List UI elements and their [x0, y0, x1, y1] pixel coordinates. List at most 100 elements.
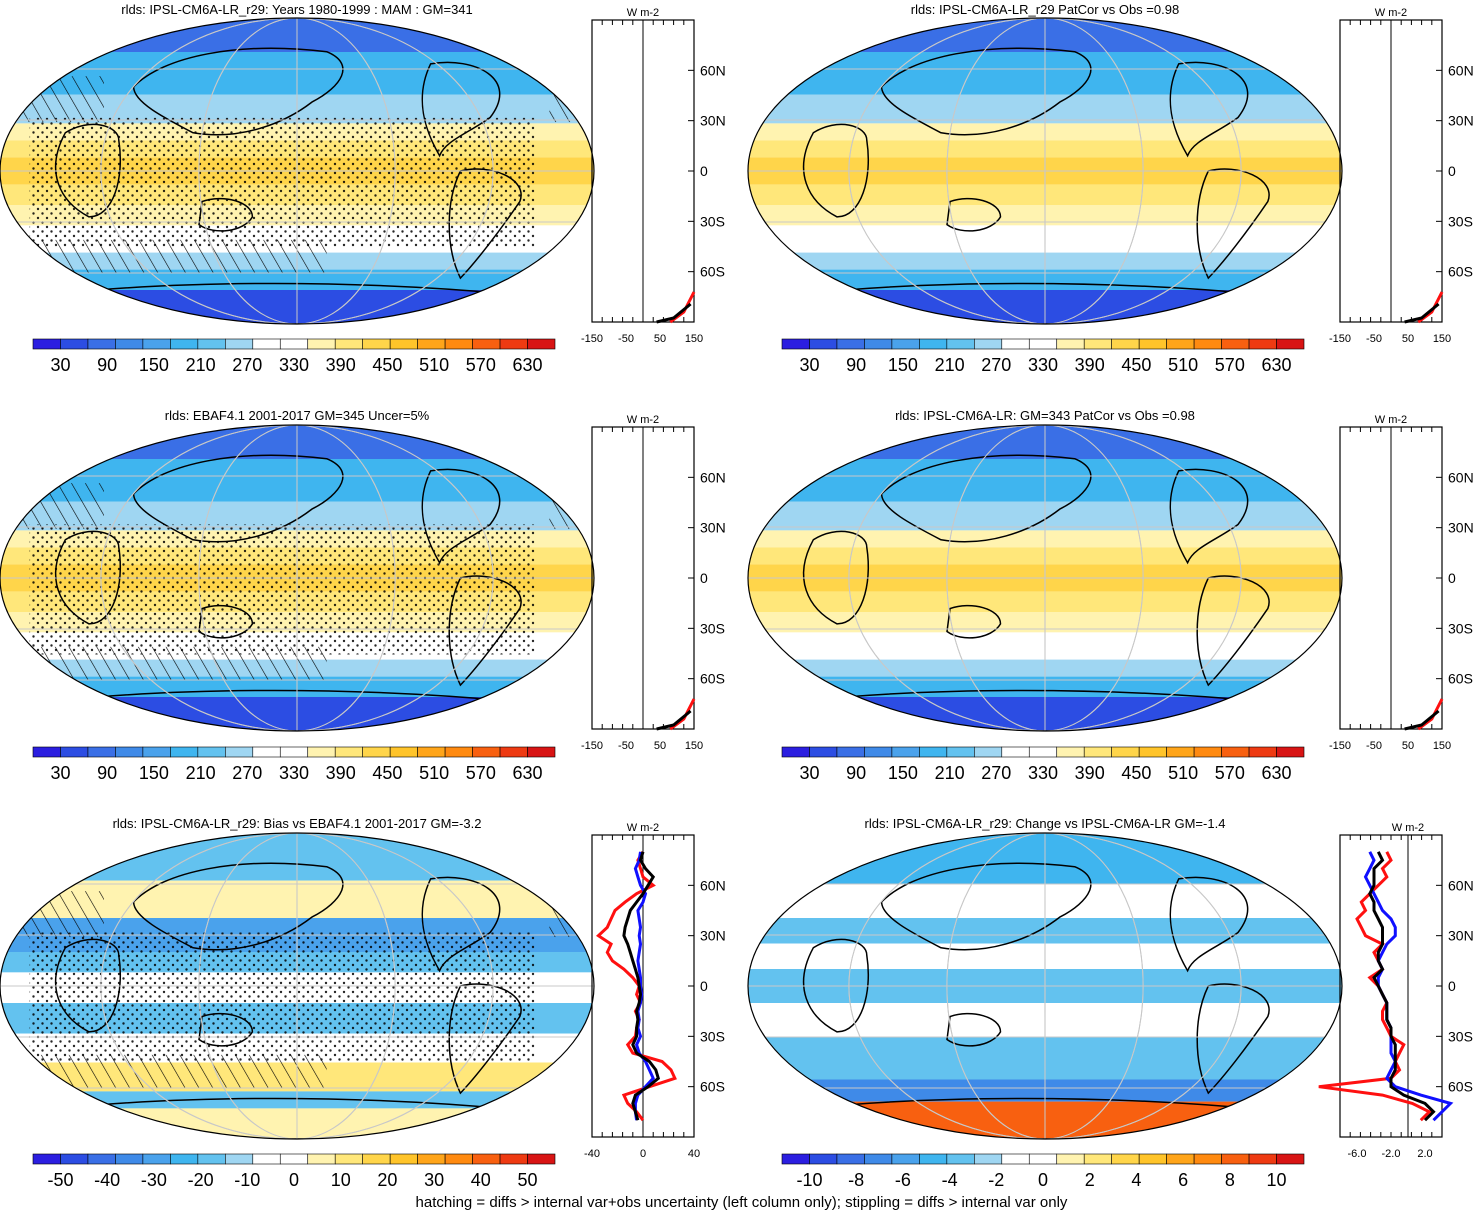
- colorbar-swatch: [307, 338, 336, 350]
- colorbar-tick-label: 20: [377, 1170, 397, 1190]
- colorbar-swatch: [279, 746, 309, 758]
- colorbar-tick-label: 150: [139, 763, 169, 783]
- colorbar-swatch: [87, 338, 116, 350]
- colorbar-swatch: [60, 338, 89, 350]
- colorbar-swatch: [1001, 338, 1030, 350]
- colorbar-swatch: [891, 746, 920, 758]
- colorbar-swatch: [252, 338, 281, 350]
- coastline: [1196, 168, 1270, 280]
- colorbar-swatch: [307, 1153, 336, 1165]
- colorbar-swatch: [919, 338, 948, 350]
- colorbar-swatch: [864, 1153, 893, 1165]
- colorbar-swatch: [1138, 746, 1167, 758]
- colorbar-tick-label: 330: [279, 355, 309, 375]
- colorbar: 30 90 150 210 270 330 390 450 510 570 630: [32, 338, 556, 375]
- colorbar: 30 90 150 210 270 330 390 450 510 570 630: [781, 338, 1305, 375]
- colorbar-swatch: [1221, 1153, 1250, 1165]
- map-field: [0, 425, 594, 731]
- profile-unit-label: W m-2: [1375, 7, 1407, 19]
- profile-y-tick-label: 60S: [1448, 264, 1473, 280]
- colorbar-tick-label: 270: [232, 763, 262, 783]
- colorbar: 30 90 150 210 270 330 390 450 510 570 630: [32, 746, 556, 783]
- colorbar-tick-label: -10: [234, 1170, 260, 1190]
- colorbar-tick-label: 570: [1215, 355, 1245, 375]
- hatching-overlay: [0, 76, 104, 123]
- profile-series-black: [622, 851, 661, 1121]
- graticule-meridian: [198, 18, 396, 324]
- coastline: [803, 530, 870, 625]
- profile-x-tick-label: 40: [688, 1148, 700, 1160]
- colorbar-swatch: [864, 338, 893, 350]
- colorbar-tick-label: 210: [935, 355, 965, 375]
- colorbar-swatch: [1056, 1153, 1085, 1165]
- colorbar-swatch: [32, 1153, 61, 1165]
- colorbar-swatch: [1083, 1153, 1112, 1165]
- panel-3: rlds: EBAF4.1 2001-2017 GM=345 Uncer=5% 3…: [0, 408, 726, 783]
- profile-x-tick-label: -150: [1329, 333, 1351, 345]
- colorbar-tick-label: 6: [1178, 1170, 1188, 1190]
- graticule-meridian: [198, 833, 396, 1139]
- colorbar-tick-label: 330: [279, 763, 309, 783]
- profile-y-tick-label: 60S: [700, 671, 725, 687]
- colorbar-swatch: [279, 338, 309, 350]
- colorbar-swatch: [1193, 338, 1222, 350]
- colorbar-swatch: [417, 746, 446, 758]
- profile-series-red: [595, 851, 677, 1122]
- colorbar-swatch: [1111, 1153, 1140, 1165]
- colorbar-swatch: [444, 338, 473, 350]
- colorbar-swatch: [60, 1153, 89, 1165]
- profile-y-tick-label: 60N: [1448, 62, 1474, 78]
- colorbar-swatch: [417, 1153, 446, 1165]
- colorbar-swatch: [1111, 338, 1140, 350]
- colorbar-tick-label: 450: [372, 355, 402, 375]
- zonal-profile: 60N 30N 0 30S 60S -150 -50 50 150 W m-2: [581, 414, 726, 752]
- colorbar-swatch: [32, 746, 61, 758]
- colorbar-swatch: [170, 338, 199, 350]
- colorbar-tick-label: 30: [50, 355, 70, 375]
- coastline: [803, 123, 870, 218]
- colorbar-swatch: [1221, 338, 1250, 350]
- colorbar-swatch: [499, 1153, 528, 1165]
- colorbar-swatch: [1166, 338, 1195, 350]
- colorbar-tick-label: 390: [1075, 355, 1105, 375]
- colorbar-swatch: [87, 1153, 116, 1165]
- profile-y-tick-label: 30S: [700, 1028, 725, 1044]
- colorbar-swatch: [1193, 746, 1222, 758]
- colorbar-swatch: [836, 338, 865, 350]
- colorbar-swatch: [362, 1153, 391, 1165]
- colorbar-tick-label: 0: [1038, 1170, 1048, 1190]
- profile-x-tick-label: 150: [1433, 333, 1451, 345]
- map-border: [747, 832, 1343, 1140]
- colorbar-swatch: [1166, 1153, 1195, 1165]
- colorbar-swatch: [809, 338, 838, 350]
- profile-y-tick-label: 30S: [700, 213, 725, 229]
- colorbar-swatch: [197, 746, 226, 758]
- profile-x-tick-label: -50: [618, 333, 634, 345]
- colorbar-swatch: [891, 1153, 920, 1165]
- colorbar-swatch: [142, 1153, 171, 1165]
- colorbar-tick-label: 630: [513, 355, 543, 375]
- colorbar-swatch: [225, 746, 254, 758]
- colorbar-tick-label: 2: [1085, 1170, 1095, 1190]
- colorbar-swatch: [1028, 338, 1058, 350]
- colorbar: -10 -8 -6 -4 -2 0 2 4 6 8 10: [781, 1153, 1305, 1190]
- profile-series-black: [1404, 302, 1440, 324]
- profile-x-tick-label: -150: [1329, 740, 1351, 752]
- colorbar-swatch: [1083, 338, 1112, 350]
- colorbar-swatch: [1056, 338, 1085, 350]
- colorbar-tick-label: 30: [50, 763, 70, 783]
- colorbar-tick-label: 510: [419, 763, 449, 783]
- profile-x-tick-label: -2.0: [1382, 1148, 1401, 1160]
- colorbar-swatch: [809, 746, 838, 758]
- profile-unit-label: W m-2: [627, 822, 659, 834]
- profile-y-tick-label: 30N: [1448, 113, 1474, 129]
- profile-x-tick-label: 50: [1402, 333, 1414, 345]
- colorbar-tick-label: 150: [139, 355, 169, 375]
- profile-y-tick-label: 60N: [700, 877, 726, 893]
- colorbar-swatch: [362, 338, 391, 350]
- colorbar-swatch: [389, 338, 418, 350]
- coastline: [803, 938, 870, 1033]
- footnote: hatching = diffs > internal var+obs unce…: [415, 1194, 1068, 1211]
- colorbar-swatch: [1193, 1153, 1222, 1165]
- profile-y-tick-label: 0: [1448, 978, 1456, 994]
